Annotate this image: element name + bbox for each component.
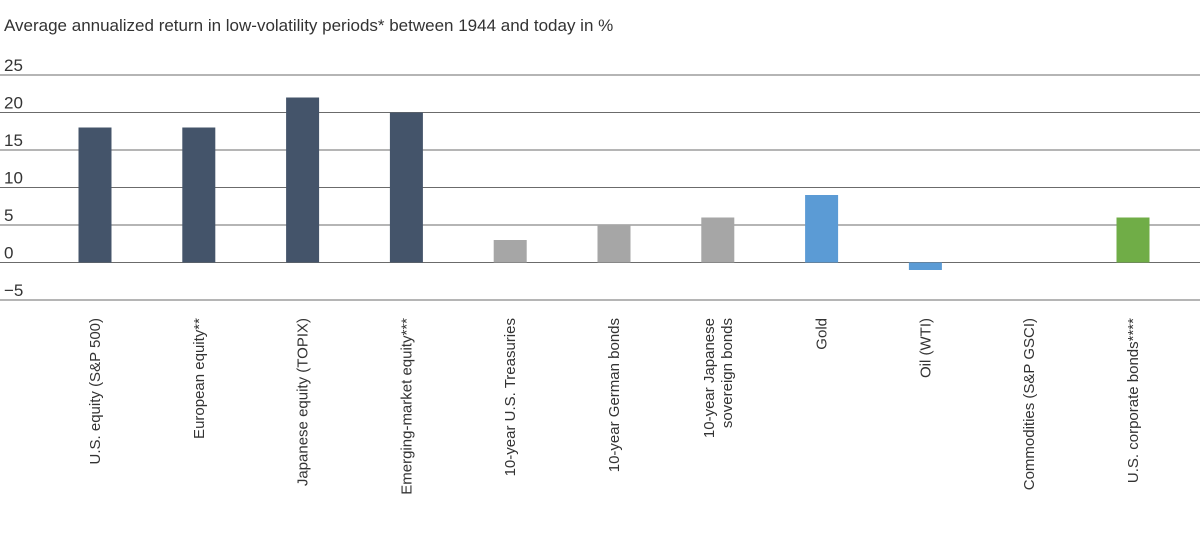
y-tick-label: 5	[4, 206, 13, 225]
bar	[78, 127, 112, 263]
x-tick-label: 10-year Japanese	[701, 318, 718, 438]
x-category-label: 10-year Japanese sovereign bonds	[701, 318, 736, 438]
y-tick-label: 25	[4, 56, 23, 75]
y-tick-label: 0	[4, 244, 13, 263]
x-axis-labels: U.S. equity (S&P 500) European equity** Ja…	[87, 318, 1142, 495]
bar	[908, 262, 942, 270]
chart-title: Average annualized return in low-volatil…	[4, 16, 614, 35]
y-tick-label: 20	[4, 94, 23, 113]
x-tick-label: sovereign bonds	[719, 318, 736, 428]
x-category-label: U.S. equity (S&P 500)	[87, 318, 104, 464]
bar	[389, 112, 423, 263]
bars	[78, 97, 1150, 270]
bar	[182, 127, 216, 263]
x-tick-label: 10-year German bonds	[606, 318, 623, 472]
x-category-label: U.S. corporate bonds****	[1125, 318, 1142, 483]
y-tick-label: 15	[4, 131, 23, 150]
y-tick-label: 10	[4, 169, 23, 188]
x-category-label: Emerging-market equity***	[398, 318, 415, 495]
bar	[805, 195, 839, 263]
x-tick-label: U.S. equity (S&P 500)	[87, 318, 104, 464]
x-tick-label: Commodities (S&P GSCI)	[1021, 318, 1038, 490]
y-tick-label: −5	[4, 281, 23, 300]
bar	[493, 240, 527, 263]
x-category-label: Commodities (S&P GSCI)	[1021, 318, 1038, 490]
gridlines	[0, 74, 1200, 301]
x-category-label: Japanese equity (TOPIX)	[295, 318, 312, 486]
bar	[597, 225, 631, 263]
x-tick-label: 10-year U.S. Treasuries	[502, 318, 519, 476]
bar	[1116, 217, 1150, 263]
x-category-label: 10-year U.S. Treasuries	[502, 318, 519, 476]
x-category-label: European equity**	[191, 318, 208, 439]
x-tick-label: Oil (WTI)	[917, 318, 934, 378]
x-tick-label: European equity**	[191, 318, 208, 439]
x-tick-label: Emerging-market equity***	[398, 318, 415, 495]
x-category-label: 10-year German bonds	[606, 318, 623, 472]
x-category-label: Gold	[814, 318, 831, 350]
bar	[286, 97, 320, 263]
x-tick-label: Gold	[814, 318, 831, 350]
x-tick-label: Japanese equity (TOPIX)	[295, 318, 312, 486]
y-axis-ticks: 25 20 15 10 5 0 −5	[4, 56, 23, 300]
x-tick-label: U.S. corporate bonds****	[1125, 318, 1142, 483]
x-category-label: Oil (WTI)	[917, 318, 934, 378]
bar	[701, 217, 735, 263]
